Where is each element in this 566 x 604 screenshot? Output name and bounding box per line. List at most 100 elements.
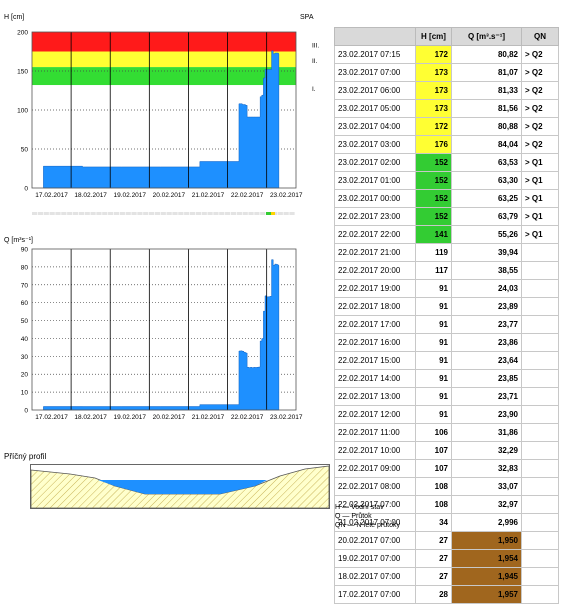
row-time: 22.02.2017 19:00 [334, 279, 416, 298]
row-qn [521, 459, 559, 478]
row-time: 22.02.2017 11:00 [334, 423, 416, 442]
row-h: 91 [415, 369, 452, 388]
header-time [334, 27, 416, 46]
row-h: 91 [415, 351, 452, 370]
status-strip-cell [113, 212, 120, 215]
status-strip-cell [184, 212, 190, 215]
table-row: 22.02.2017 21:00 119 39,94 [334, 243, 559, 262]
table-row: 22.02.2017 19:00 91 24,03 [334, 279, 559, 298]
row-time: 23.02.2017 06:00 [334, 81, 416, 100]
status-strip-cell [84, 212, 90, 215]
row-q: 23,86 [451, 333, 522, 352]
h-unit-label: H [cm] [4, 14, 25, 21]
row-qn [521, 351, 559, 370]
status-strip-cell [277, 212, 283, 215]
legend-q: Q — Průtok [335, 513, 372, 520]
plot-frame [31, 31, 297, 189]
x-tick-label: 19.02.2017 [114, 192, 147, 199]
series-area [43, 50, 280, 189]
table-row: 22.02.2017 12:00 91 23,90 [334, 405, 559, 424]
table-row: 22.02.2017 15:00 91 23,64 [334, 351, 559, 370]
row-h: 152 [415, 189, 452, 208]
row-qn [521, 315, 559, 334]
row-qn [521, 513, 559, 532]
row-qn [521, 531, 559, 550]
row-time: 22.02.2017 20:00 [334, 261, 416, 280]
table-row: 23.02.2017 01:00 152 63,30 > Q1 [334, 171, 559, 190]
row-q: 24,03 [451, 279, 522, 298]
row-h: 91 [415, 387, 452, 406]
row-h: 152 [415, 171, 452, 190]
plot-frame [31, 248, 297, 411]
row-time: 22.02.2017 09:00 [334, 459, 416, 478]
status-strip-cell [213, 212, 219, 215]
row-time: 22.02.2017 10:00 [334, 441, 416, 460]
row-q: 1,945 [451, 567, 522, 586]
table-row: 23.02.2017 05:00 173 81,56 > Q2 [334, 99, 559, 118]
status-strip-cell [201, 212, 207, 215]
table-row: 22.02.2017 20:00 117 38,55 [334, 261, 559, 280]
y-tick-label: 10 [21, 390, 29, 397]
header-h: H [cm] [415, 27, 452, 46]
status-strip-cell [195, 212, 201, 215]
row-h: 176 [415, 135, 452, 154]
table-row: 20.02.2017 07:00 27 1,950 [334, 531, 559, 550]
row-q: 80,88 [451, 117, 522, 136]
row-qn: > Q2 [521, 81, 559, 100]
row-h: 91 [415, 297, 452, 316]
y-tick-label: 100 [17, 108, 28, 115]
y-tick-label: 150 [17, 69, 28, 76]
status-strip-cell [154, 212, 161, 215]
row-time: 22.02.2017 14:00 [334, 369, 416, 388]
row-qn: > Q1 [521, 225, 559, 244]
table-row: 23.02.2017 02:00 152 63,53 > Q1 [334, 153, 559, 172]
row-qn [521, 405, 559, 424]
row-time: 23.02.2017 05:00 [334, 99, 416, 118]
status-strip-cell [102, 212, 108, 215]
status-strip-cell [143, 212, 149, 215]
status-strip-cell [90, 212, 96, 215]
status-strip-cell [72, 212, 79, 215]
status-strip-cell [178, 212, 184, 215]
status-strip-cell [125, 212, 131, 215]
table-row: 23.02.2017 03:00 176 84,04 > Q2 [334, 135, 559, 154]
y-tick-label: 60 [21, 300, 29, 307]
profile-title: Příčný profil [4, 452, 47, 461]
row-time: 22.02.2017 13:00 [334, 387, 416, 406]
status-strip-cell [37, 212, 44, 215]
row-h: 172 [415, 45, 452, 64]
q-chart: 90 80 70 60 50 40 30 20 10 0 17.02.2017 18.02.2017 1… [21, 247, 303, 422]
status-strip-cell [160, 212, 166, 215]
row-h: 107 [415, 459, 452, 478]
legend-qn: QN — N-leté průtoky [335, 522, 400, 529]
row-time: 22.02.2017 18:00 [334, 297, 416, 316]
row-q: 1,957 [451, 585, 522, 604]
level-label: III. [312, 43, 319, 50]
status-strip-cell [149, 212, 155, 215]
x-tick-label: 20.02.2017 [153, 192, 186, 199]
status-strip-cell [225, 212, 231, 215]
table-row: 22.02.2017 13:00 91 23,71 [334, 387, 559, 406]
row-h: 173 [415, 63, 452, 82]
row-q: 23,77 [451, 315, 522, 334]
row-qn [521, 567, 559, 586]
legend-h: H — Vodní stav [335, 504, 384, 511]
row-time: 23.02.2017 02:00 [334, 153, 416, 172]
row-qn [521, 279, 559, 298]
row-q: 81,56 [451, 99, 522, 118]
row-qn [521, 297, 559, 316]
table-header-row: H [cm] Q [m³.s⁻¹] QN [334, 27, 559, 46]
status-strip-cell [289, 212, 295, 215]
row-time: 22.02.2017 17:00 [334, 315, 416, 334]
row-h: 108 [415, 477, 452, 496]
status-strip-cell [78, 212, 84, 215]
level-label: I. [312, 86, 316, 93]
row-time: 18.02.2017 07:00 [334, 567, 416, 586]
status-strip-cell [271, 212, 275, 215]
status-strip-cell [254, 212, 260, 215]
status-strip-cell [96, 212, 102, 215]
warning-zone-2 [32, 51, 296, 68]
level-label: II. [312, 58, 318, 65]
row-qn [521, 441, 559, 460]
row-q: 23,64 [451, 351, 522, 370]
